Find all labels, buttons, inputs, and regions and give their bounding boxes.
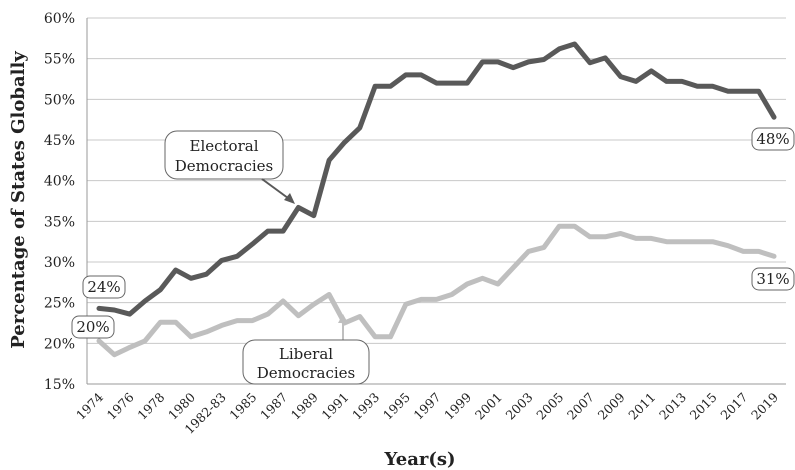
- y-tick-label: 35%: [44, 214, 75, 230]
- x-tick-label: 1993: [349, 389, 382, 422]
- liberal-start-label-text: 20%: [76, 318, 109, 336]
- x-tick-label: 2009: [595, 389, 628, 422]
- x-tick-label: 1985: [226, 390, 259, 423]
- x-tick-label: 1991: [318, 390, 351, 423]
- x-tick-label: 2019: [748, 389, 781, 422]
- electoral-start-label: 24%: [82, 275, 126, 299]
- y-tick-label: 40%: [44, 174, 75, 190]
- liberal-annotation-box: [242, 339, 370, 385]
- x-tick-label: 2011: [625, 390, 658, 423]
- x-tick-label: 1987: [257, 389, 290, 422]
- liberal-annotation: Liberal Democracies: [242, 314, 370, 385]
- liberal-end-label: 31%: [751, 267, 795, 291]
- x-tick-label: 1997: [411, 389, 444, 422]
- electoral-annotation: Electoral Democracies: [164, 130, 295, 204]
- y-tick-label: 25%: [44, 296, 75, 312]
- series-line-electoral: [96, 41, 777, 317]
- liberal-annotation-line1: Liberal: [279, 345, 333, 363]
- y-tick-label: 20%: [44, 336, 75, 352]
- x-tick-label: 2007: [564, 389, 597, 422]
- electoral-annotation-box: [164, 130, 284, 180]
- x-tick-label: 1995: [380, 390, 413, 423]
- x-tick-label: 2013: [656, 389, 689, 422]
- electoral-annotation-line2: Democracies: [175, 157, 273, 175]
- electoral-end-label-text: 48%: [756, 130, 789, 148]
- y-tick-label: 60%: [44, 11, 75, 27]
- y-tick-label: 45%: [44, 133, 75, 149]
- y-tick-label: 15%: [44, 377, 75, 393]
- electoral-arrowhead: [284, 193, 295, 204]
- liberal-end-label-box: [751, 267, 795, 291]
- electoral-start-label-box: [82, 275, 126, 299]
- liberal-arrowhead: [338, 314, 348, 323]
- liberal-start-label: 20%: [71, 315, 115, 339]
- x-tick-label: 2017: [717, 389, 750, 422]
- x-tick-label: 1989: [288, 389, 321, 422]
- x-axis-ticks: 19741976197819801982-8319851987198919911…: [73, 389, 781, 436]
- data-labels: 24% 20% 48% 31%: [71, 127, 795, 339]
- series-lines: [96, 41, 777, 358]
- liberal-end-label-text: 31%: [756, 270, 789, 288]
- electoral-end-label: 48%: [751, 127, 795, 151]
- liberal-start-label-box: [71, 315, 115, 339]
- y-axis-title: Percentage of States Globally: [8, 51, 29, 349]
- y-axis-ticks: 15% 20% 25% 30% 35% 40% 45% 50% 55% 60%: [44, 11, 75, 393]
- x-tick-label: 2003: [503, 389, 536, 422]
- y-tick-label: 55%: [44, 52, 75, 68]
- electoral-end-label-box: [751, 127, 795, 151]
- series-line-liberal: [96, 223, 777, 358]
- x-tick-label: 2005: [533, 390, 566, 423]
- y-tick-label: 30%: [44, 255, 75, 271]
- electoral-start-label-text: 24%: [87, 278, 120, 296]
- x-tick-label: 2015: [687, 390, 720, 423]
- x-tick-label: 1974: [73, 389, 106, 422]
- x-tick-label: 1976: [104, 389, 137, 422]
- x-axis-title: Year(s): [383, 449, 455, 470]
- x-tick-label: 2001: [472, 390, 505, 423]
- x-tick-label: 1978: [134, 389, 167, 422]
- liberal-annotation-line2: Democracies: [257, 364, 355, 382]
- electoral-annotation-line1: Electoral: [190, 137, 259, 155]
- y-tick-label: 50%: [44, 92, 75, 108]
- x-tick-label: 1999: [441, 389, 474, 422]
- gridlines: [86, 17, 786, 385]
